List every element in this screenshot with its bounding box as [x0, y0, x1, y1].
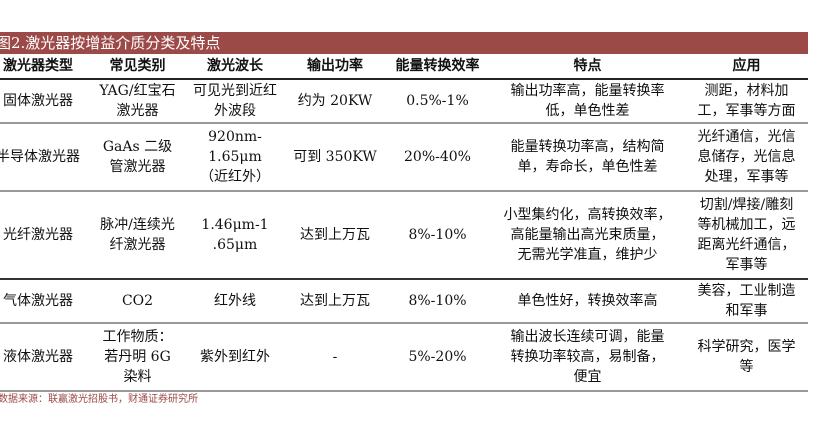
table-cell: 气体激光器 [0, 279, 90, 324]
table-cell: 5%-20% [385, 323, 490, 392]
table-cell: 红外线 [185, 279, 285, 324]
table-title: 图2.激光器按增益介质分类及特点 [0, 32, 808, 54]
table-container: 图2.激光器按增益介质分类及特点 激光器类型 常见类别 激光波长 输出功率 能量… [0, 32, 808, 392]
header-cell: 输出功率 [285, 54, 385, 80]
table-cell: 美容，工业制造 和军事 [685, 279, 808, 324]
table-cell: 科学研究，医学 等 [685, 323, 808, 392]
source-note: 数据来源：联赢激光招股书，财通证券研究所 [0, 394, 198, 405]
table-cell: YAG/红宝石 激光器 [90, 79, 185, 124]
table-cell: 输出波长连续可调，能量 转换功率较高，易制备， 便宜 [490, 323, 685, 392]
table-cell: 脉冲/连续光 纤激光器 [90, 191, 185, 280]
table-cell: 能量转换功率高，结构简 单，寿命长，单色性差 [490, 123, 685, 192]
table-row: 气体激光器 CO2 红外线 达到上万瓦 8%-10% 单色性好，转换效率高 美容，工业制造 … [0, 279, 808, 324]
table-cell: 达到上万瓦 [285, 191, 385, 280]
table-cell: 光纤激光器 [0, 191, 90, 280]
table-row: 半导体激光器 GaAs 二级 管激光器 920nm- 1.65μm （近红外） 可到 … [0, 123, 808, 192]
table-cell: 切割/焊接/雕刻 等机械加工，远 距离光纤通信， 军事等 [685, 191, 808, 280]
header-cell: 激光器类型 [0, 54, 90, 80]
table-row: 固体激光器 YAG/红宝石 激光器 可见光到近红 外波段 约为 20KW 0.5%-1%… [0, 79, 808, 124]
table-cell: 0.5%-1% [385, 79, 490, 124]
table-cell: 紫外到红外 [185, 323, 285, 392]
table-cell: 达到上万瓦 [285, 279, 385, 324]
table-cell: 工作物质： 若丹明 6G 染料 [90, 323, 185, 392]
table-cell: 光纤通信，光信 息储存，光信息 处理，军事等 [685, 123, 808, 192]
table-cell: - [285, 323, 385, 392]
header-cell: 常见类别 [90, 54, 185, 80]
table-cell: 半导体激光器 [0, 123, 90, 192]
table-cell: 20%-40% [385, 123, 490, 192]
table-cell: 约为 20KW [285, 79, 385, 124]
table-cell: 8%-10% [385, 191, 490, 280]
table-cell: 液体激光器 [0, 323, 90, 392]
table-cell: 固体激光器 [0, 79, 90, 124]
table-cell: 输出功率高，能量转换率 低，单色性差 [490, 79, 685, 124]
table-cell: 测距，材料加 工，军事等方面 [685, 79, 808, 124]
table-cell: 小型集约化，高转换效率， 高能量输出高光束质量， 无需光学准直，维护少 [490, 191, 685, 280]
header-cell: 能量转换效率 [385, 54, 490, 80]
table-cell: 可到 350KW [285, 123, 385, 192]
header-cell: 激光波长 [185, 54, 285, 80]
header-cell: 应用 [685, 54, 808, 80]
table-row: 液体激光器 工作物质： 若丹明 6G 染料 紫外到红外 -5%-20% 输出波长连续可调… [0, 323, 808, 392]
table-cell: 8%-10% [385, 279, 490, 324]
table-row: 光纤激光器 脉冲/连续光 纤激光器 1.46μm-1 .65μm 达到上万瓦 8%-10… [0, 191, 808, 280]
table-cell: 可见光到近红 外波段 [185, 79, 285, 124]
table-cell: CO2 [90, 279, 185, 324]
table-cell: 1.46μm-1 .65μm [185, 191, 285, 280]
header-cell: 特点 [490, 54, 685, 80]
header-row: 激光器类型 常见类别 激光波长 输出功率 能量转换效率 特点 应用 [0, 54, 808, 80]
table-cell: 单色性好，转换效率高 [490, 279, 685, 324]
table-cell: 920nm- 1.65μm （近红外） [185, 123, 285, 192]
laser-classification-table: 激光器类型 常见类别 激光波长 输出功率 能量转换效率 特点 应用 固体激光器 Y… [0, 54, 808, 392]
table-cell: GaAs 二级 管激光器 [90, 123, 185, 192]
